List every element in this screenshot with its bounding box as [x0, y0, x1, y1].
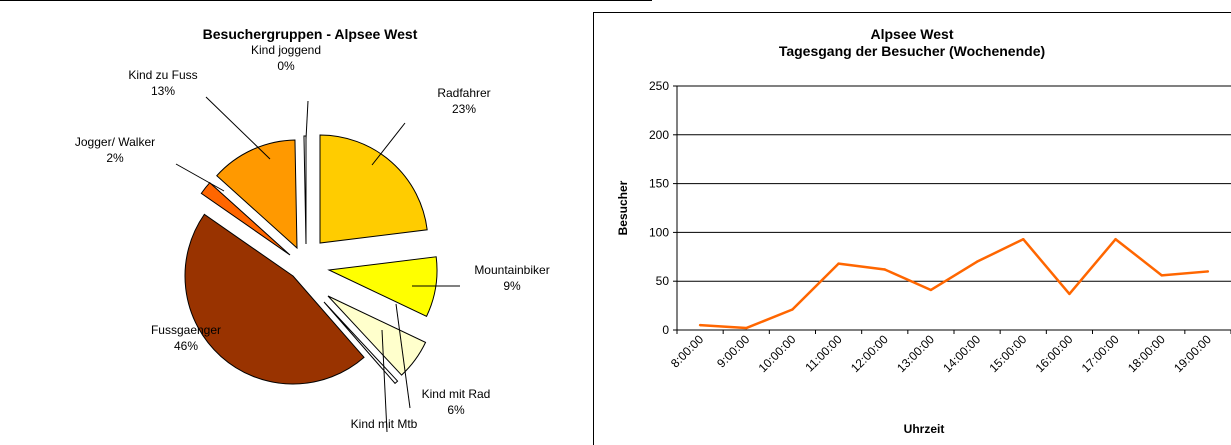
pie-slice-radfahrer — [319, 134, 428, 244]
leader-line-jogger-walker — [175, 163, 225, 192]
data-point — [1022, 238, 1025, 241]
pie-label-kind-zu-fuss: Kind zu Fuss — [128, 68, 197, 82]
pie-label-fussgaenger: Fussgaenger — [151, 323, 221, 337]
data-point — [745, 326, 748, 330]
y-tick-label: 150 — [649, 177, 669, 191]
data-point — [929, 288, 933, 292]
y-tick-label: 50 — [656, 274, 670, 288]
pie-label-mountainbiker: Mountainbiker — [474, 263, 549, 277]
series-line-0 — [700, 237, 1209, 330]
pie-percent-kind-zu-fuss: 13% — [151, 84, 175, 98]
x-tick-label: 18:00:00 — [1125, 332, 1168, 375]
x-tick-label: 19:00:00 — [1171, 332, 1214, 375]
data-point — [698, 323, 702, 327]
pie-percent-kind-joggend: 0% — [277, 59, 295, 73]
x-tick-label: 10:00:00 — [756, 332, 799, 375]
x-tick-label: 17:00:00 — [1079, 332, 1122, 375]
pie-slice-fussgaenger — [184, 213, 365, 385]
pie-label-radfahrer: Radfahrer — [437, 86, 490, 100]
leader-line-kind-mit-rad — [395, 303, 411, 409]
x-axis-title: Uhrzeit — [904, 422, 945, 436]
data-point — [975, 260, 979, 263]
data-point — [791, 308, 794, 311]
leader-line-kind-zu-fuss — [205, 96, 271, 160]
data-point — [883, 268, 886, 271]
x-tick-label: 14:00:00 — [940, 332, 983, 375]
leader-line-radfahrer — [371, 122, 406, 166]
data-point — [1114, 238, 1117, 241]
line-chart-title: Alpsee West — [870, 26, 954, 42]
y-tick-label: 200 — [649, 128, 669, 142]
data-point — [1206, 270, 1210, 273]
y-tick-label: 250 — [649, 79, 669, 93]
pie-label-jogger-walker: Jogger/ Walker — [75, 135, 155, 149]
line-chart-panel — [593, 12, 1231, 445]
pie-slice-mountainbiker — [327, 256, 438, 318]
pie-percent-mountainbiker: 9% — [503, 279, 521, 293]
pie-percent-fussgaenger: 46% — [174, 339, 198, 353]
pie-slice-kind-mit-rad — [327, 295, 427, 376]
x-tick-label: 16:00:00 — [1033, 332, 1076, 375]
x-tick-label: 15:00:00 — [986, 332, 1029, 375]
pie-percent-kind-mit-rad: 6% — [447, 403, 465, 417]
pie-label-kind-mit-mtb: Kind mit Mtb — [351, 417, 418, 431]
x-tick-label: 9:00:00 — [714, 332, 752, 370]
line-chart-subtitle: Tagesgang der Besucher (Wochenende) — [778, 43, 1046, 59]
data-point — [1160, 274, 1163, 277]
pie-slice-kind-mit-mtb — [323, 301, 399, 385]
data-point — [837, 262, 840, 265]
leader-line-kind-mit-mtb — [381, 329, 388, 433]
x-tick-label: 12:00:00 — [848, 332, 891, 375]
pie-chart-title: Besuchergruppen - Alpsee West — [202, 26, 418, 42]
x-tick-label: 11:00:00 — [802, 332, 845, 375]
leader-line-kind-joggend — [305, 100, 309, 140]
y-tick-label: 0 — [662, 323, 669, 337]
y-axis-title: Besucher — [616, 180, 630, 235]
pie-label-kind-mit-rad: Kind mit Rad — [422, 387, 491, 401]
pie-slice-kind-zu-fuss — [216, 139, 298, 250]
pie-label-kind-joggend: Kind joggend — [251, 43, 321, 57]
y-tick-label: 100 — [649, 225, 669, 239]
pie-percent-jogger-walker: 2% — [106, 151, 124, 165]
pie-percent-radfahrer: 23% — [452, 102, 476, 116]
x-tick-label: 13:00:00 — [894, 332, 937, 375]
pie-chart: Radfahrer 23% Mountainbiker 9% Kind mit Rad 6… — [75, 43, 550, 433]
data-point — [1068, 292, 1071, 296]
x-tick-label: 8:00:00 — [668, 332, 706, 370]
